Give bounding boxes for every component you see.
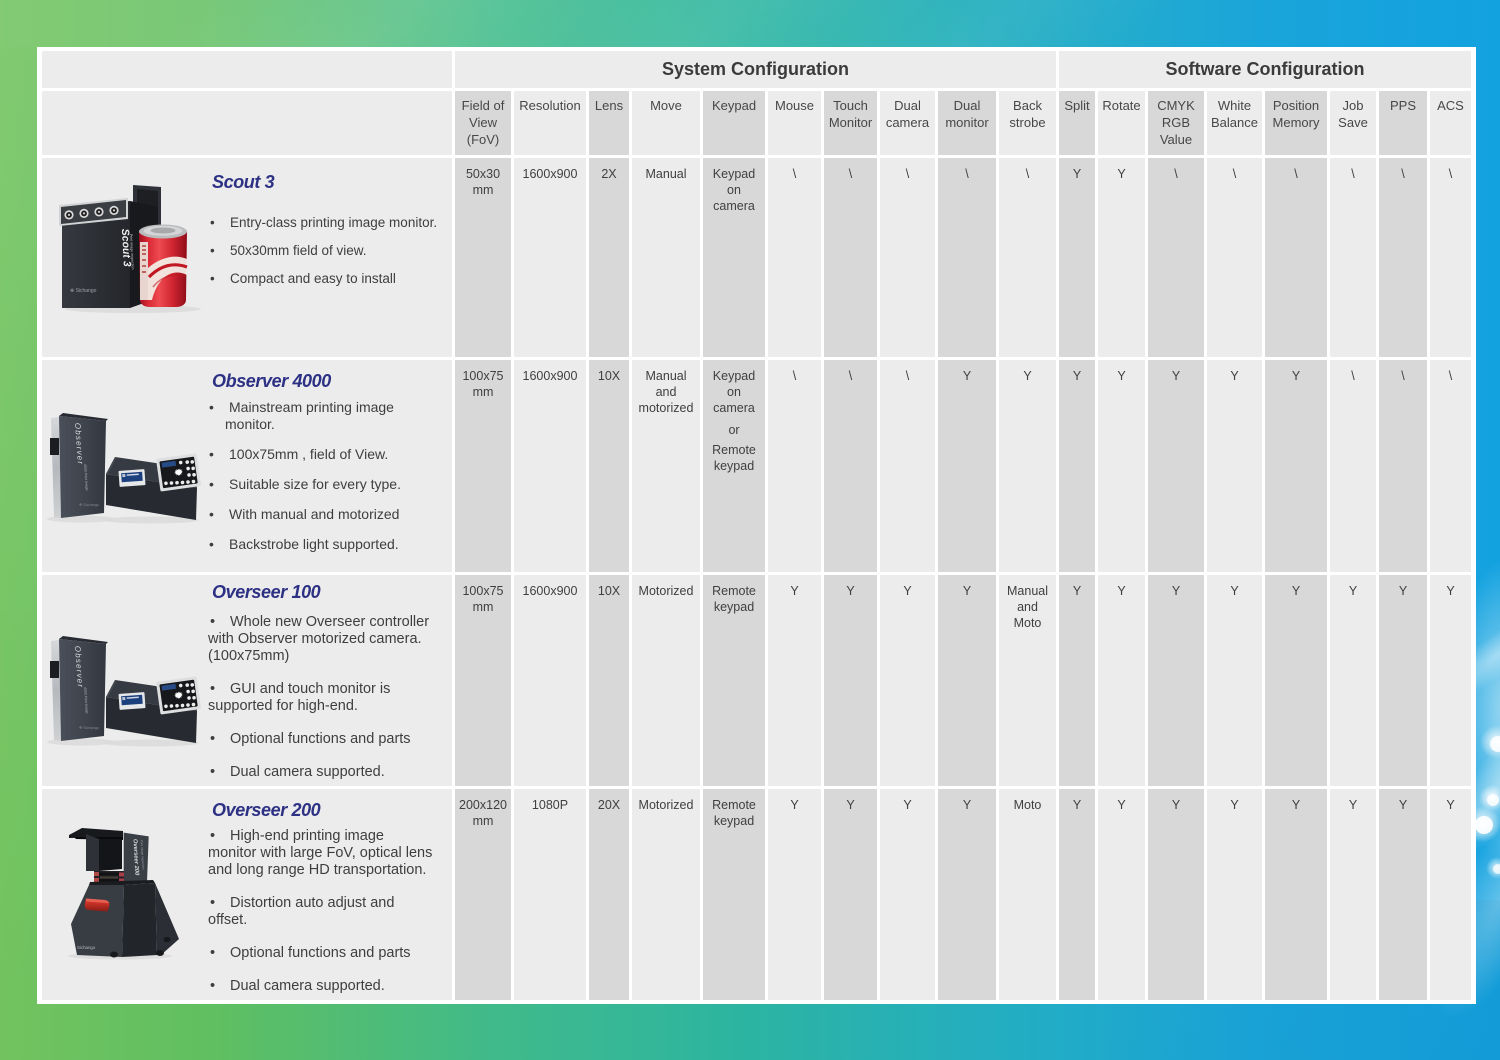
- svg-text:❉ Sichango: ❉ Sichango: [70, 288, 97, 294]
- svg-text:4000 Print Image: 4000 Print Image: [83, 687, 89, 714]
- svg-text:Observer: Observer: [73, 423, 85, 466]
- svg-text:❉ Sichango: ❉ Sichango: [79, 726, 99, 730]
- svg-text:Overseer 200: Overseer 200: [132, 839, 140, 876]
- svg-text:Sichango: Sichango: [77, 945, 96, 950]
- svg-text:Scout 3: Scout 3: [119, 228, 133, 267]
- svg-text:Observer: Observer: [73, 646, 85, 689]
- svg-text:Print Image Inspection: Print Image Inspection: [129, 234, 135, 270]
- svg-text:❉ Sichango: ❉ Sichango: [79, 503, 99, 507]
- svg-text:Print Image Inspection: Print Image Inspection: [140, 840, 146, 870]
- svg-text:4000 Print Image: 4000 Print Image: [83, 464, 89, 491]
